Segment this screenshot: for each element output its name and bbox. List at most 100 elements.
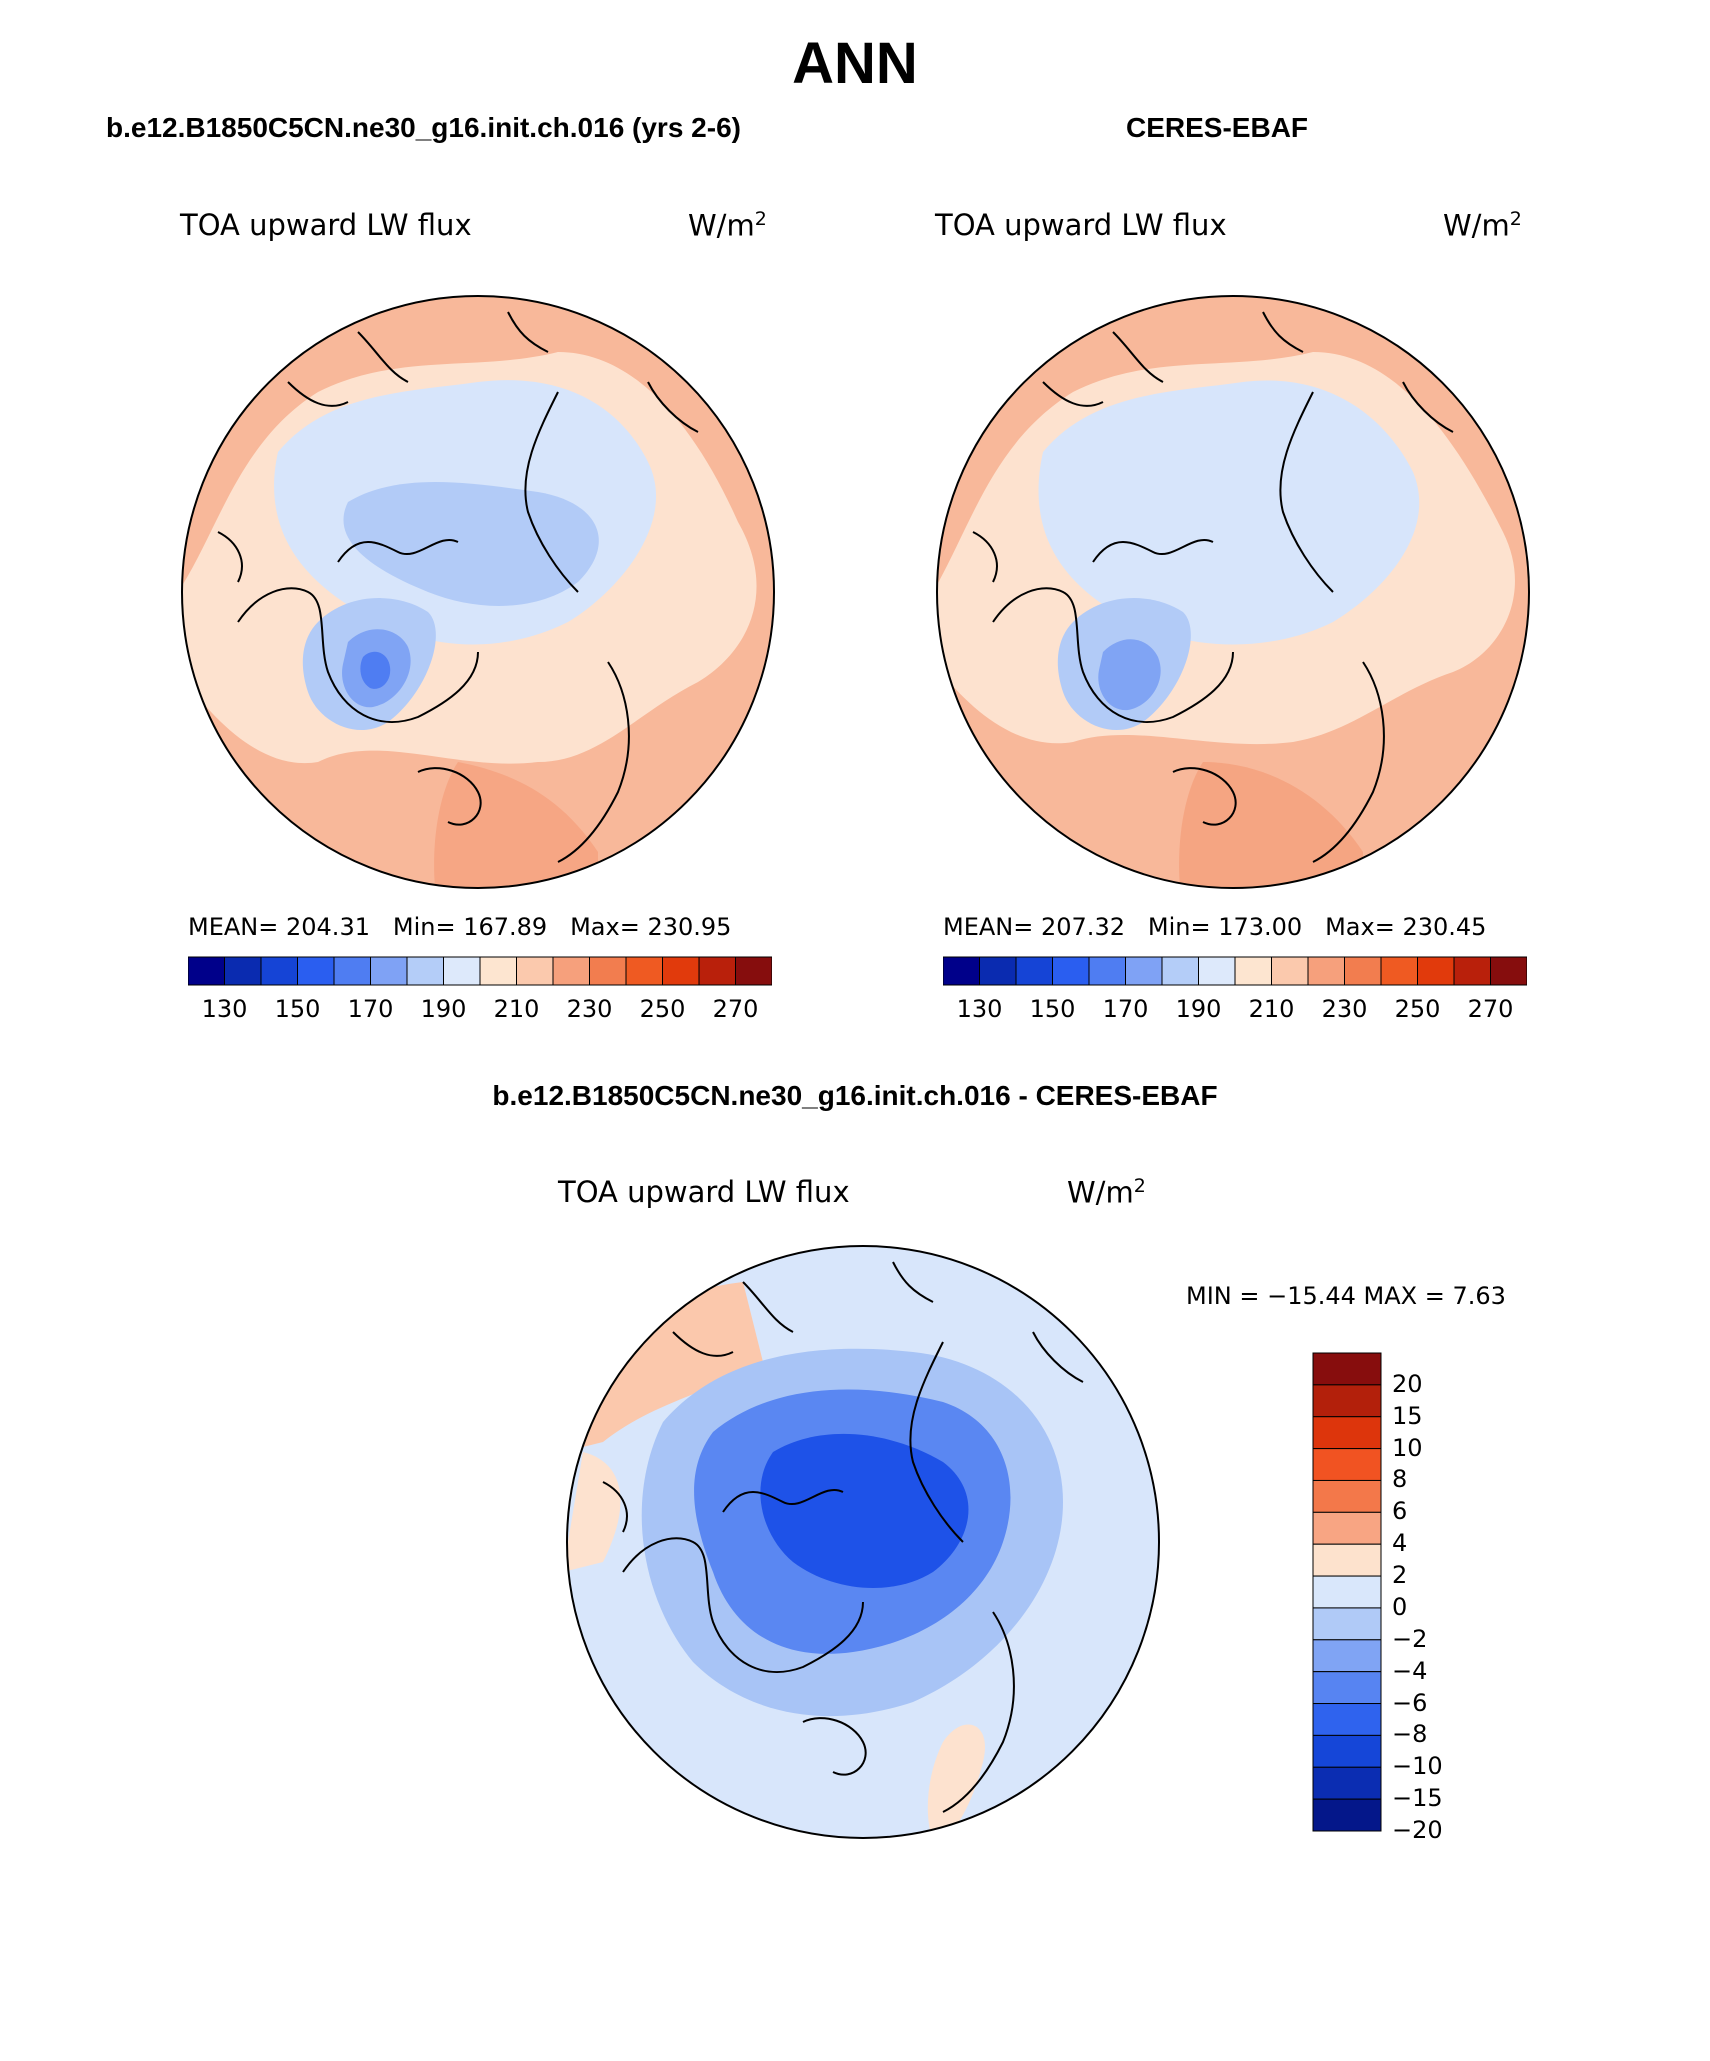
obs-colorbar-tick-label: 210	[1248, 995, 1295, 1023]
model-stats: MEAN= 204.31 Min= 167.89 Max= 230.95	[188, 913, 731, 941]
model-coastlines	[217, 311, 699, 863]
model-panel-title: b.e12.B1850C5CN.ne30_g16.init.ch.016 (yr…	[106, 112, 741, 143]
model-colorbar-swatch	[625, 956, 663, 986]
obs-variable-label: TOA upward LW flux	[935, 208, 1227, 242]
obs-colorbar-swatch	[1234, 956, 1272, 986]
model-colorbar-tick-label: 230	[566, 995, 613, 1023]
diff-colorbar-tick-label: 10	[1392, 1433, 1423, 1462]
diff-colorbar-swatch	[1312, 1798, 1382, 1832]
model-colorbar-ticks: 130 150 170 190 210 230 250 270	[188, 995, 772, 1025]
obs-max-label: Max=	[1325, 913, 1395, 941]
obs-units-label: W/m2	[1443, 208, 1522, 243]
model-colorbar-swatch	[260, 956, 298, 986]
obs-colorbar-tick-label: 130	[956, 995, 1003, 1023]
obs-colorbar	[943, 956, 1527, 986]
model-min-label: Min=	[392, 913, 456, 941]
model-map	[181, 295, 775, 889]
model-colorbar-swatch	[370, 956, 408, 986]
model-map-border	[181, 295, 775, 889]
diff-map-border	[566, 1245, 1160, 1839]
obs-map	[936, 295, 1530, 889]
obs-mean-label: MEAN=	[943, 913, 1034, 941]
model-max-label: Max=	[570, 913, 640, 941]
diff-colorbar-tick-label: 6	[1392, 1497, 1408, 1526]
diff-colorbar-tick-label: −6	[1392, 1688, 1428, 1717]
diff-colorbar-swatch	[1312, 1607, 1382, 1641]
obs-min-value: 173.00	[1218, 913, 1303, 941]
diff-colorbar-tick-label: −8	[1392, 1720, 1428, 1749]
obs-min-label: Min=	[1147, 913, 1211, 941]
model-colorbar-tick-label: 270	[712, 995, 759, 1023]
diff-colorbar-swatch	[1312, 1384, 1382, 1418]
obs-colorbar-tick-label: 150	[1029, 995, 1076, 1023]
diff-colorbar-tick-label: 2	[1392, 1561, 1408, 1590]
model-colorbar-swatch	[333, 956, 371, 986]
model-colorbar-swatch	[443, 956, 481, 986]
diff-colorbar-swatch	[1312, 1703, 1382, 1736]
obs-europe-warm	[1179, 762, 1363, 888]
diff-panel-title: b.e12.B1850C5CN.ne30_g16.init.ch.016 - C…	[492, 1080, 1218, 1111]
diff-colorbar-swatch	[1312, 1543, 1382, 1577]
diff-colorbar-tick-label: −20	[1392, 1816, 1443, 1844]
diff-colorbar-swatch	[1312, 1511, 1382, 1545]
obs-colorbar-swatch	[1453, 956, 1491, 986]
obs-colorbar-tick-label: 170	[1102, 995, 1149, 1023]
model-colorbar-swatch	[479, 956, 517, 986]
diff-variable-label: TOA upward LW flux	[558, 1175, 850, 1209]
obs-map-border	[936, 295, 1530, 889]
obs-colorbar-swatch	[1052, 956, 1090, 986]
model-colorbar-swatch	[406, 956, 444, 986]
model-colorbar-tick-label: 130	[201, 995, 248, 1023]
diff-colorbar-tick-label: 0	[1392, 1592, 1408, 1621]
diff-colorbar-swatch	[1312, 1734, 1382, 1768]
model-colorbar	[188, 956, 772, 986]
model-colorbar-swatch	[552, 956, 590, 986]
diff-colorbar-tick-label: −10	[1392, 1752, 1443, 1781]
obs-colorbar-tick-label: 190	[1175, 995, 1222, 1023]
diff-coastlines	[602, 1261, 1084, 1813]
model-colorbar-swatch	[224, 956, 262, 986]
diff-colorbar-tick-label: 8	[1392, 1465, 1408, 1494]
model-colorbar-swatch	[516, 956, 554, 986]
obs-greenland-strong	[1098, 639, 1161, 711]
obs-stats: MEAN= 207.32 Min= 173.00 Max= 230.45	[943, 913, 1486, 941]
diff-colorbar-swatch	[1312, 1448, 1382, 1481]
obs-colorbar-swatch	[1125, 956, 1163, 986]
obs-colorbar-swatch	[1307, 956, 1345, 986]
model-colorbar-tick-label: 210	[493, 995, 540, 1023]
model-colorbar-tick-label: 170	[347, 995, 394, 1023]
figure-title: ANN	[792, 31, 918, 96]
obs-colorbar-tick-label: 250	[1394, 995, 1441, 1023]
obs-colorbar-swatch	[1417, 956, 1455, 986]
diff-colorbar-swatch	[1312, 1575, 1382, 1609]
diff-colorbar-swatch	[1312, 1671, 1382, 1705]
diff-colorbar-swatch	[1312, 1416, 1382, 1450]
diff-colorbar-tick-label: −4	[1392, 1656, 1428, 1685]
obs-colorbar-ticks: 130 150 170 190 210 230 250 270	[943, 995, 1527, 1025]
diff-colorbar-tick-label: −15	[1392, 1784, 1443, 1813]
model-colorbar-tick-label: 150	[274, 995, 321, 1023]
model-max-value: 230.95	[647, 913, 732, 941]
diff-colorbar-tick-label: −2	[1392, 1624, 1428, 1653]
obs-coastlines	[972, 311, 1454, 863]
model-min-value: 167.89	[463, 913, 548, 941]
model-units-label: W/m2	[688, 208, 767, 243]
diff-colorbar-swatch	[1312, 1352, 1382, 1386]
model-colorbar-swatch	[297, 956, 335, 986]
diff-warm-region-w	[567, 1452, 621, 1572]
diff-colorbar-ticks: 20 15 10 8 6 4 2 0 −2 −4 −6 −8 −10 −15 −20	[1392, 1352, 1512, 1844]
model-variable-label: TOA upward LW flux	[180, 208, 472, 242]
model-cold-mid-region	[343, 482, 599, 606]
obs-cold-light-region	[1038, 380, 1420, 645]
obs-colorbar-swatch	[943, 956, 980, 986]
obs-colorbar-swatch	[979, 956, 1017, 986]
diff-colorbar-swatch	[1312, 1639, 1382, 1673]
model-colorbar-tick-label: 250	[639, 995, 686, 1023]
obs-colorbar-tick-label: 270	[1467, 995, 1514, 1023]
model-colorbar-swatch	[589, 956, 627, 986]
diff-colorbar-tick-label: 15	[1392, 1401, 1423, 1430]
model-colorbar-tick-label: 190	[420, 995, 467, 1023]
diff-minmax: MIN = −15.44 MAX = 7.63	[1186, 1282, 1506, 1310]
diff-colorbar-swatch	[1312, 1479, 1382, 1513]
model-mean-label: MEAN=	[188, 913, 279, 941]
